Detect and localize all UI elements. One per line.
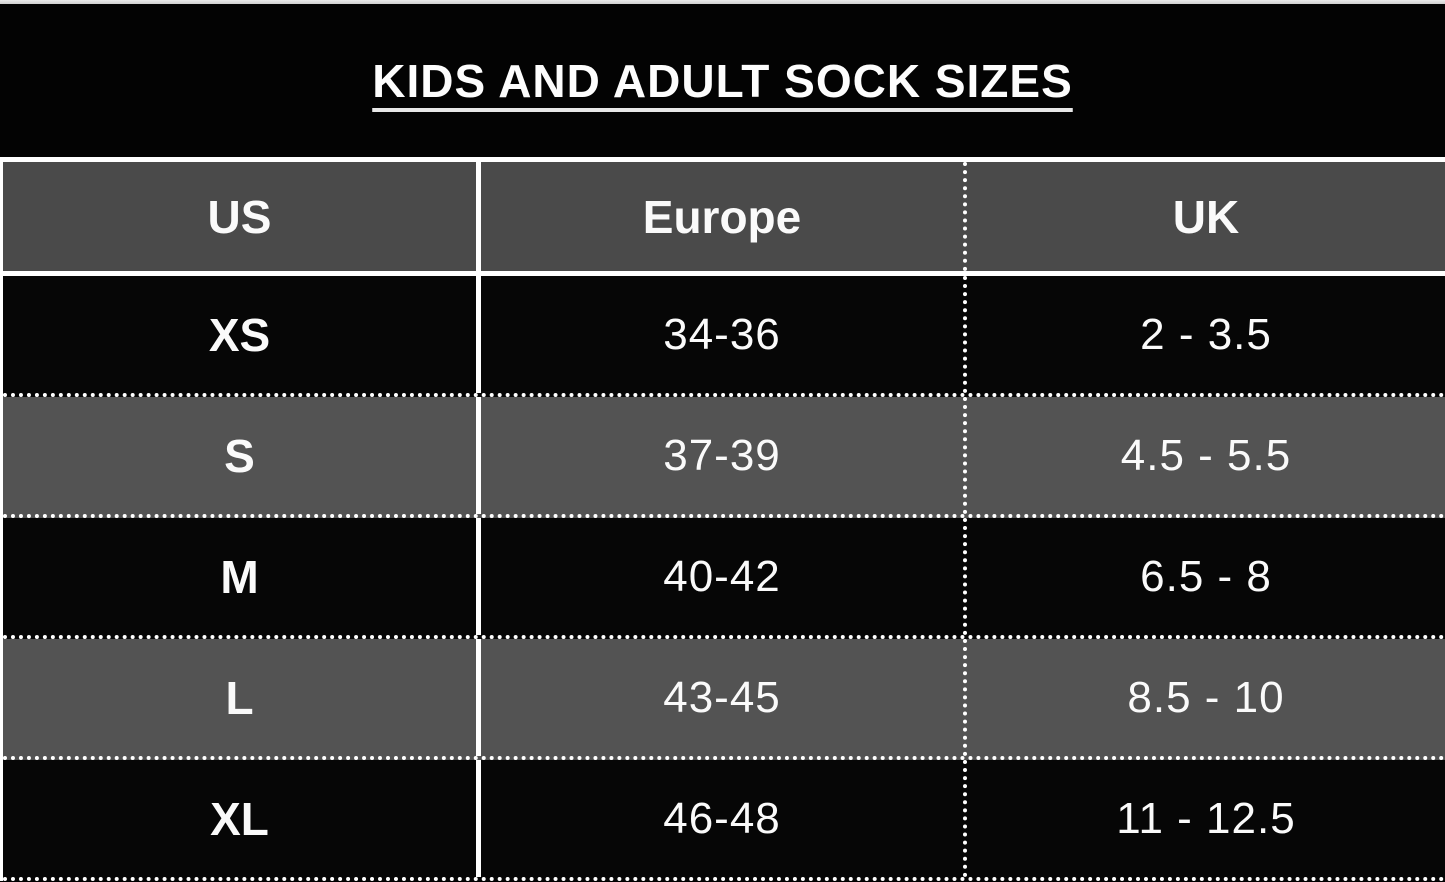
cell-europe-size: 43-45 — [481, 639, 967, 756]
chart-title: KIDS AND ADULT SOCK SIZES — [372, 54, 1073, 107]
cell-us-size: M — [3, 518, 481, 635]
table-row-l: L 43-45 8.5 - 10 — [3, 639, 1445, 760]
cell-uk-size: 2 - 3.5 — [1140, 309, 1272, 359]
size-table: US Europe UK XS 34-36 2 - 3.5 S 37-39 4.… — [0, 157, 1445, 881]
table-header-row: US Europe UK — [3, 157, 1445, 276]
table-row-xs: XS 34-36 2 - 3.5 — [3, 276, 1445, 397]
cell-europe-size: 40-42 — [481, 518, 967, 635]
cell-europe-size: 34-36 — [481, 276, 967, 393]
cell-us-size: XS — [3, 276, 481, 393]
chart-title-bar: KIDS AND ADULT SOCK SIZES — [0, 4, 1445, 157]
cell-uk-size: 8.5 - 10 — [1127, 672, 1285, 722]
column-header-uk: UK — [1172, 190, 1240, 243]
cell-uk-size: 11 - 12.5 — [1116, 793, 1296, 843]
column-header-europe: Europe — [481, 162, 967, 271]
cell-us-size: XL — [3, 760, 481, 877]
table-row-s: S 37-39 4.5 - 5.5 — [3, 397, 1445, 518]
cell-europe-size: 46-48 — [481, 760, 967, 877]
cell-europe-size: 37-39 — [481, 397, 967, 514]
column-header-us: US — [3, 162, 481, 271]
cell-us-size: S — [3, 397, 481, 514]
table-row-xl: XL 46-48 11 - 12.5 — [3, 760, 1445, 881]
cell-uk-size: 4.5 - 5.5 — [1120, 430, 1292, 480]
table-row-m: M 40-42 6.5 - 8 — [3, 518, 1445, 639]
page-background-strip — [0, 0, 1445, 4]
cell-uk-size: 6.5 - 8 — [1140, 551, 1272, 601]
cell-us-size: L — [3, 639, 481, 756]
